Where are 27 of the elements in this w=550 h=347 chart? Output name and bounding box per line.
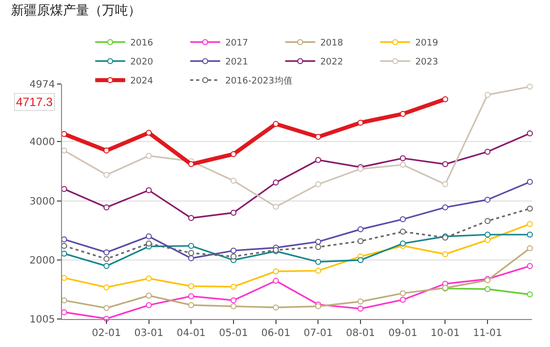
x-tick-label: 06-01 — [261, 328, 290, 339]
x-tick-label: 08-01 — [346, 328, 376, 339]
legend-label: 2023 — [415, 58, 438, 68]
legend-label: 2020 — [130, 58, 154, 68]
legend-label: 2024 — [130, 76, 154, 87]
x-tick-label: 04-01 — [176, 328, 206, 339]
y-tick-label: 4000 — [30, 137, 55, 148]
text: 4717.3 — [16, 95, 54, 109]
y-tick-label: 3000 — [30, 196, 55, 208]
x-tick-label: 05-01 — [218, 328, 248, 339]
x-tick-label: 03-01 — [134, 328, 164, 339]
y-tick-label: 2000 — [30, 256, 55, 267]
chart-title: 新疆原煤产量（万吨） — [11, 3, 141, 18]
y-tick-label: 4974 — [30, 80, 55, 90]
x-tick-label: 07-01 — [304, 328, 333, 339]
legend-label: 2019 — [415, 38, 438, 49]
legend-label: 2016 — [130, 38, 154, 49]
legend-label: 2017 — [225, 38, 248, 49]
legend-label: 2016-2023均值 — [225, 76, 292, 87]
legend-label: 2018 — [320, 38, 344, 49]
y-tick-label: 1005 — [30, 314, 55, 326]
legend-label: 2021 — [225, 58, 248, 68]
x-tick-label: 11-01 — [473, 328, 502, 339]
x-tick-label: 02-01 — [92, 328, 121, 339]
x-tick-label: 10-01 — [430, 328, 460, 339]
legend-label: 2022 — [320, 58, 344, 68]
x-tick-label: 09-01 — [388, 328, 418, 339]
